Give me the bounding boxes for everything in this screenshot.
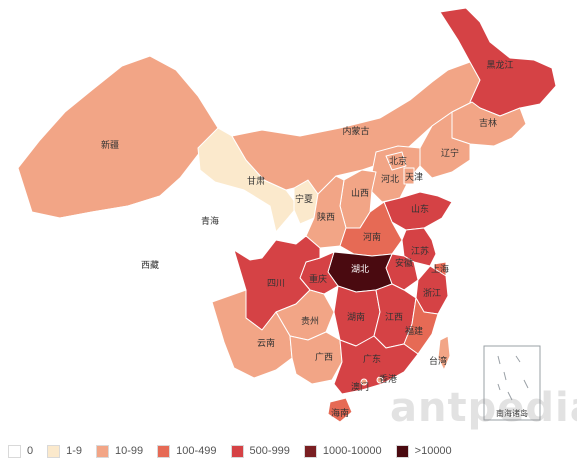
legend-label: 1000-10000 bbox=[322, 445, 382, 457]
legend-swatch bbox=[303, 444, 317, 458]
province-label-guangxi: 广西 bbox=[315, 351, 333, 362]
province-label-beijing: 北京 bbox=[389, 155, 407, 166]
province-aomen[interactable] bbox=[360, 378, 368, 386]
legend-label: 500-999 bbox=[249, 445, 290, 457]
legend-swatch bbox=[96, 444, 110, 458]
province-label-xizang: 西藏 bbox=[141, 259, 159, 270]
province-shapes bbox=[17, 7, 557, 423]
legend-label: >10000 bbox=[414, 445, 452, 457]
province-label-hainan: 海南 bbox=[331, 407, 349, 418]
province-taiwan[interactable] bbox=[437, 335, 451, 371]
province-label-jiangsu: 江苏 bbox=[411, 245, 429, 256]
province-label-hubei: 湖北 bbox=[351, 264, 369, 274]
inset-frame bbox=[483, 345, 541, 421]
legend: 0 1-9 10-99 100-499 500-999 1000-10000 >10000 bbox=[8, 440, 466, 462]
province-label-shanxi: 山西 bbox=[351, 188, 369, 198]
legend-swatch bbox=[8, 444, 21, 458]
south-sea-inset: 南海诸岛 bbox=[483, 345, 541, 421]
province-guangdong[interactable] bbox=[333, 335, 419, 395]
legend-label: 10-99 bbox=[115, 445, 144, 457]
legend-swatch bbox=[395, 444, 409, 458]
province-label-shaanxi: 陕西 bbox=[317, 211, 335, 222]
province-label-chongqing: 重庆 bbox=[309, 273, 327, 284]
legend-item[interactable]: 1000-10000 bbox=[303, 444, 382, 458]
legend-swatch bbox=[157, 444, 171, 458]
province-label-aomen: 澳门 bbox=[351, 381, 369, 392]
province-label-taiwan: 台湾 bbox=[429, 355, 447, 366]
province-hainan[interactable] bbox=[327, 397, 353, 423]
province-label-guizhou: 贵州 bbox=[301, 315, 319, 326]
province-heilongjiang[interactable] bbox=[439, 7, 557, 117]
province-label-fujian: 福建 bbox=[405, 325, 423, 336]
province-label-guangdong: 广东 bbox=[363, 353, 381, 364]
province-label-xinjiang: 新疆 bbox=[101, 139, 119, 150]
legend-item[interactable]: 0 bbox=[8, 444, 34, 458]
inset-islands bbox=[497, 355, 529, 401]
legend-item[interactable]: 1-9 bbox=[47, 444, 83, 458]
legend-label: 100-499 bbox=[176, 445, 217, 457]
province-label-xianggang: 香港 bbox=[379, 373, 397, 384]
province-label-tianjin: 天津 bbox=[405, 172, 423, 182]
province-label-liaoning: 辽宁 bbox=[441, 147, 459, 158]
province-label-qinghai: 青海 bbox=[201, 215, 219, 226]
legend-label: 1-9 bbox=[66, 445, 83, 457]
inset-label: 南海诸岛 bbox=[496, 408, 528, 418]
province-xianggang[interactable] bbox=[376, 376, 384, 384]
legend-label: 0 bbox=[27, 445, 34, 457]
legend-swatch bbox=[47, 444, 61, 458]
province-label-yunnan: 云南 bbox=[257, 337, 275, 348]
province-label-henan: 河南 bbox=[363, 231, 381, 242]
province-label-jilin: 吉林 bbox=[479, 117, 497, 128]
legend-swatch bbox=[230, 444, 244, 458]
province-qinghai[interactable] bbox=[159, 177, 277, 261]
legend-item[interactable]: 10-99 bbox=[96, 444, 144, 458]
province-label-ningxia: 宁夏 bbox=[295, 193, 313, 204]
province-label-sichuan: 四川 bbox=[267, 278, 285, 288]
province-label-heilongjiang: 黑龙江 bbox=[486, 59, 513, 70]
province-label-jiangxi: 江西 bbox=[385, 312, 403, 322]
legend-item[interactable]: 100-499 bbox=[157, 444, 217, 458]
province-beijing[interactable] bbox=[385, 151, 407, 171]
province-label-shandong: 山东 bbox=[411, 203, 429, 214]
legend-item[interactable]: 500-999 bbox=[230, 444, 290, 458]
province-label-hunan: 湖南 bbox=[347, 311, 365, 322]
province-tianjin[interactable] bbox=[403, 167, 415, 185]
province-label-neimenggu: 内蒙古 bbox=[342, 125, 369, 136]
province-label-zhejiang: 浙江 bbox=[423, 287, 441, 298]
province-label-anhui: 安徽 bbox=[395, 257, 413, 268]
province-label-hebei: 河北 bbox=[381, 173, 399, 184]
legend-item[interactable]: >10000 bbox=[395, 444, 452, 458]
province-shandong[interactable] bbox=[383, 191, 453, 231]
province-label-shanghai: 上海 bbox=[431, 263, 449, 274]
province-label-gansu: 甘肃 bbox=[247, 175, 265, 186]
